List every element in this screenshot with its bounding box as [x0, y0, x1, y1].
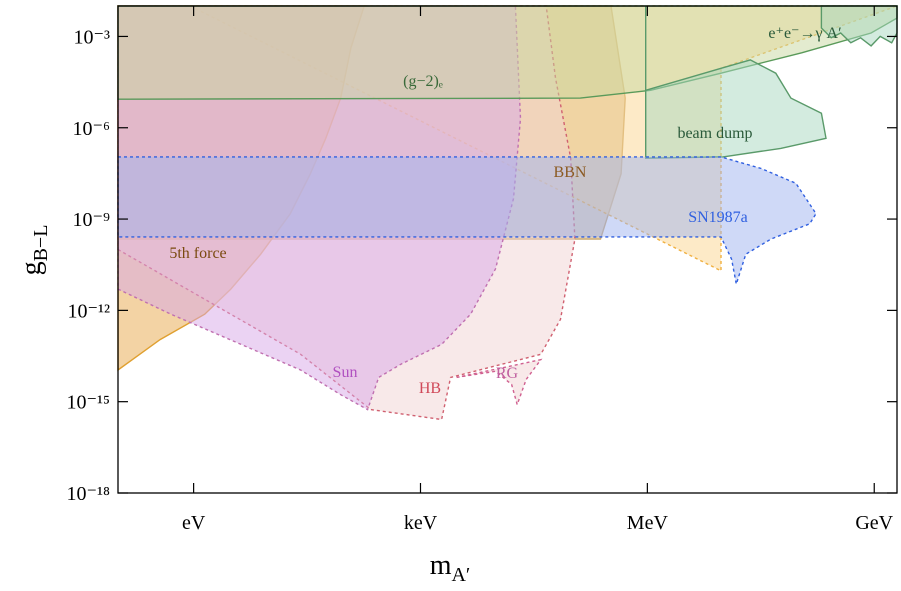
region-label: RG — [496, 365, 519, 382]
region-label: BBN — [554, 164, 587, 181]
y-tick-label: 10⁻⁶ — [72, 118, 110, 140]
plot-frame — [117, 5, 898, 494]
region-label: e⁺e⁻→γ A′ — [768, 25, 841, 42]
y-axis-title: gB−L — [16, 225, 52, 276]
x-axis-title: mA′ — [430, 550, 471, 586]
y-tick-label: 10⁻¹² — [67, 300, 110, 322]
x-tick-label: MeV — [627, 512, 669, 534]
region-label: 5th force — [169, 245, 226, 262]
x-axis-title-sub: A′ — [451, 564, 470, 586]
region-label: Sun — [333, 364, 358, 381]
y-tick-label: 10⁻³ — [73, 26, 110, 48]
x-tick-label: GeV — [855, 512, 893, 534]
region-label: SN1987a — [688, 209, 748, 226]
y-tick-label: 10⁻¹⁸ — [66, 483, 110, 505]
region-labels: BBN 5th force HB Sun RG (g−2)ₑ beam dump e⁺e⁻→γ… — [169, 25, 841, 397]
x-axis-title-main: m — [430, 550, 452, 581]
region — [456, 358, 543, 407]
region-label: (g−2)ₑ — [403, 73, 443, 90]
regions — [117, 5, 898, 421]
axes: eV keV MeV GeV 10⁻³ 10⁻⁶ 10⁻⁹ 10⁻¹² 10⁻¹⁵ 10⁻¹⁸ — [66, 6, 897, 534]
y-tick-label: 10⁻⁹ — [72, 209, 110, 231]
x-tick-label: keV — [404, 512, 438, 534]
y-axis-title-sub: B−L — [30, 225, 52, 262]
x-tick-label: eV — [182, 512, 206, 534]
y-tick-label: 10⁻¹⁵ — [66, 392, 110, 414]
region-label: beam dump — [677, 125, 752, 142]
y-axis-title-main: g — [16, 261, 47, 275]
region — [645, 6, 827, 159]
region — [117, 156, 817, 285]
region-label: HB — [419, 380, 441, 397]
